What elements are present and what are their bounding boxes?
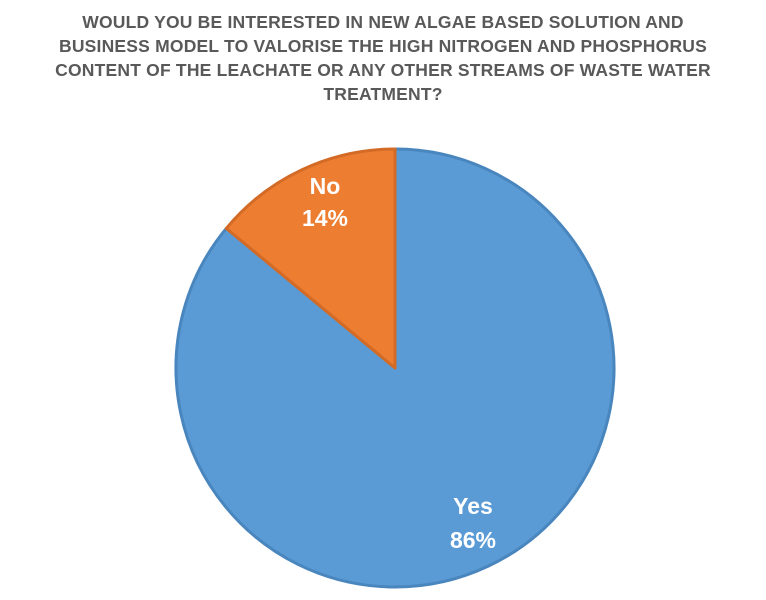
slice-label-yes-value: 86%: [450, 527, 496, 553]
slice-label-yes-category: Yes: [453, 493, 493, 519]
pie-slices: [174, 147, 616, 589]
pie-labels: Yes 86% No 14%: [302, 173, 496, 553]
pie-slice-no: [224, 147, 397, 370]
chart-title-line: TREATMENT?: [323, 84, 443, 104]
chart-title-line: BUSINESS MODEL TO VALORISE THE HIGH NITR…: [58, 36, 708, 56]
chart-title-line: WOULD YOU BE INTERESTED IN NEW ALGAE BAS…: [82, 12, 684, 32]
slice-label-no-category: No: [310, 173, 341, 199]
chart-title-line: CONTENT OF THE LEACHATE OR ANY OTHER STR…: [55, 60, 711, 80]
slice-label-no-value: 14%: [302, 205, 348, 231]
chart-title: WOULD YOU BE INTERESTED IN NEW ALGAE BAS…: [20, 10, 746, 106]
